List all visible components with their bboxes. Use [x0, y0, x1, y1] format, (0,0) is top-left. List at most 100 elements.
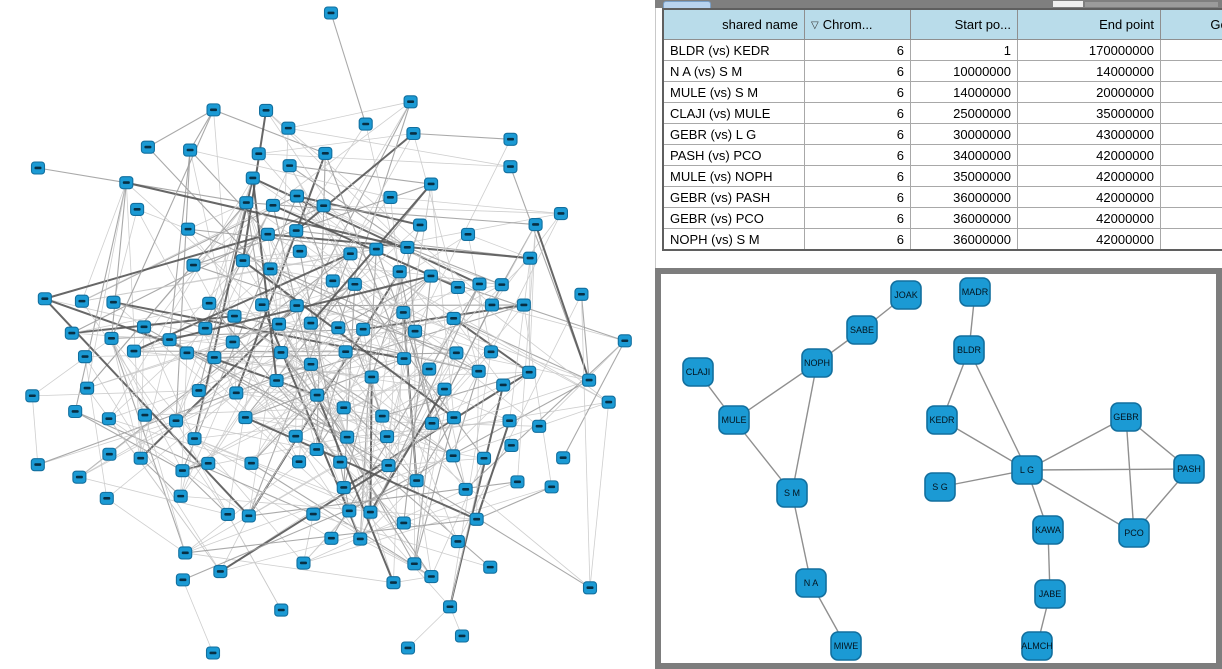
- network-edge[interactable]: [111, 338, 304, 564]
- network-node[interactable]: [397, 352, 412, 366]
- network-node[interactable]: [392, 265, 407, 279]
- network-edge[interactable]: [209, 302, 479, 372]
- network-edge[interactable]: [382, 415, 591, 589]
- network-edge[interactable]: [310, 363, 418, 482]
- network-node[interactable]: [289, 189, 305, 203]
- network-node-MIWE[interactable]: MIWE: [830, 631, 862, 661]
- network-edge[interactable]: [86, 182, 127, 389]
- table-cell[interactable]: 6: [804, 39, 911, 61]
- network-edge[interactable]: [316, 394, 395, 584]
- network-node[interactable]: [72, 470, 87, 484]
- network-edge[interactable]: [317, 394, 433, 424]
- network-edge[interactable]: [180, 495, 477, 520]
- table-cell[interactable]: 36000000: [910, 207, 1018, 229]
- network-edge[interactable]: [245, 416, 478, 521]
- network-edge[interactable]: [79, 305, 298, 478]
- table-cell[interactable]: 11.4: [1160, 144, 1222, 166]
- network-edge[interactable]: [270, 268, 348, 438]
- network-edge[interactable]: [517, 224, 536, 482]
- network-node[interactable]: [136, 320, 152, 334]
- network-node[interactable]: [245, 171, 260, 185]
- network-edge[interactable]: [354, 284, 405, 359]
- network-edge[interactable]: [453, 401, 609, 457]
- network-edge[interactable]: [523, 304, 553, 487]
- network-edge[interactable]: [186, 352, 388, 437]
- table-cell[interactable]: 6.6: [1160, 60, 1222, 82]
- network-node[interactable]: [406, 126, 421, 141]
- network-edge[interactable]: [111, 328, 364, 339]
- table-cell[interactable]: 6: [804, 102, 911, 124]
- network-node[interactable]: [175, 464, 190, 478]
- network-edge[interactable]: [189, 149, 269, 235]
- network-node-PASH[interactable]: PASH: [1173, 454, 1205, 484]
- network-edge[interactable]: [589, 402, 610, 588]
- network-edge[interactable]: [465, 340, 626, 490]
- network-edge[interactable]: [407, 247, 609, 403]
- network-node[interactable]: [408, 324, 423, 338]
- network-edge[interactable]: [111, 338, 142, 459]
- network-node-JOAK[interactable]: JOAK: [890, 280, 922, 310]
- network-node-CLAJI[interactable]: CLAJI: [682, 357, 714, 387]
- table-cell[interactable]: MULE (vs) NOPH: [662, 165, 805, 187]
- network-node[interactable]: [205, 646, 221, 660]
- network-node[interactable]: [137, 408, 152, 422]
- network-edge[interactable]: [295, 230, 404, 313]
- table-cell[interactable]: 42000000: [1017, 186, 1161, 208]
- network-node[interactable]: [225, 335, 240, 349]
- network-edge[interactable]: [444, 389, 467, 490]
- network-node[interactable]: [191, 384, 206, 398]
- network-node[interactable]: [363, 505, 378, 519]
- network-node[interactable]: [449, 346, 464, 360]
- network-edge[interactable]: [111, 338, 183, 471]
- table-cell[interactable]: 6: [804, 144, 911, 166]
- network-edge[interactable]: [140, 339, 170, 459]
- network-edge[interactable]: [251, 394, 318, 464]
- network-edge[interactable]: [359, 377, 373, 540]
- network-node[interactable]: [450, 534, 465, 549]
- detail-network-panel[interactable]: JOAK MADR SABE NOPH BLDR CLAJI KEDR MULE GEBR L G…: [655, 268, 1222, 669]
- network-edge[interactable]: [371, 376, 466, 490]
- network-node[interactable]: [450, 280, 465, 295]
- table-cell[interactable]: 20000000: [1017, 81, 1161, 103]
- table-cell[interactable]: N A (vs) S M: [662, 60, 805, 82]
- network-node[interactable]: [353, 532, 368, 546]
- network-edge[interactable]: [246, 202, 536, 226]
- network-node[interactable]: [273, 345, 289, 360]
- network-node[interactable]: [168, 414, 184, 428]
- network-node[interactable]: [77, 350, 93, 364]
- network-node[interactable]: [303, 316, 318, 330]
- table-row[interactable]: NOPH (vs) S M636000000420000009.9: [662, 228, 1222, 251]
- network-edge[interactable]: [414, 330, 540, 427]
- network-node[interactable]: [347, 277, 362, 291]
- network-edge[interactable]: [126, 182, 247, 204]
- network-edge[interactable]: [193, 101, 411, 266]
- network-edge[interactable]: [133, 350, 346, 353]
- network-edge[interactable]: [365, 124, 401, 272]
- network-node-KEDR[interactable]: KEDR: [926, 405, 958, 435]
- network-node-GEBR[interactable]: GEBR: [1110, 402, 1142, 432]
- network-node[interactable]: [454, 629, 470, 643]
- network-edge[interactable]: [453, 371, 480, 418]
- table-cell[interactable]: 6: [804, 165, 911, 187]
- tab-fragment[interactable]: [663, 1, 711, 9]
- network-edge[interactable]: [349, 379, 590, 512]
- table-row[interactable]: GEBR (vs) L G6300000004300000016.9: [662, 123, 1222, 145]
- network-edge[interactable]: [270, 268, 479, 372]
- network-edge[interactable]: [343, 284, 356, 488]
- table-cell[interactable]: 35000000: [1017, 102, 1161, 124]
- network-edge[interactable]: [324, 153, 405, 359]
- network-node[interactable]: [202, 296, 217, 310]
- network-node[interactable]: [442, 600, 458, 614]
- network-node[interactable]: [574, 287, 589, 301]
- network-edge[interactable]: [276, 380, 454, 457]
- table-row[interactable]: MULE (vs) NOPH6350000004200000010.5: [662, 165, 1222, 187]
- network-edge[interactable]: [350, 253, 609, 403]
- network-edge[interactable]: [509, 258, 531, 421]
- network-node[interactable]: [271, 317, 287, 331]
- network-node[interactable]: [400, 240, 415, 254]
- network-node[interactable]: [446, 311, 461, 325]
- network-node[interactable]: [400, 641, 416, 655]
- network-node[interactable]: [484, 298, 500, 312]
- column-header-endpoint[interactable]: End point: [1017, 8, 1161, 40]
- table-cell[interactable]: 6: [804, 60, 911, 82]
